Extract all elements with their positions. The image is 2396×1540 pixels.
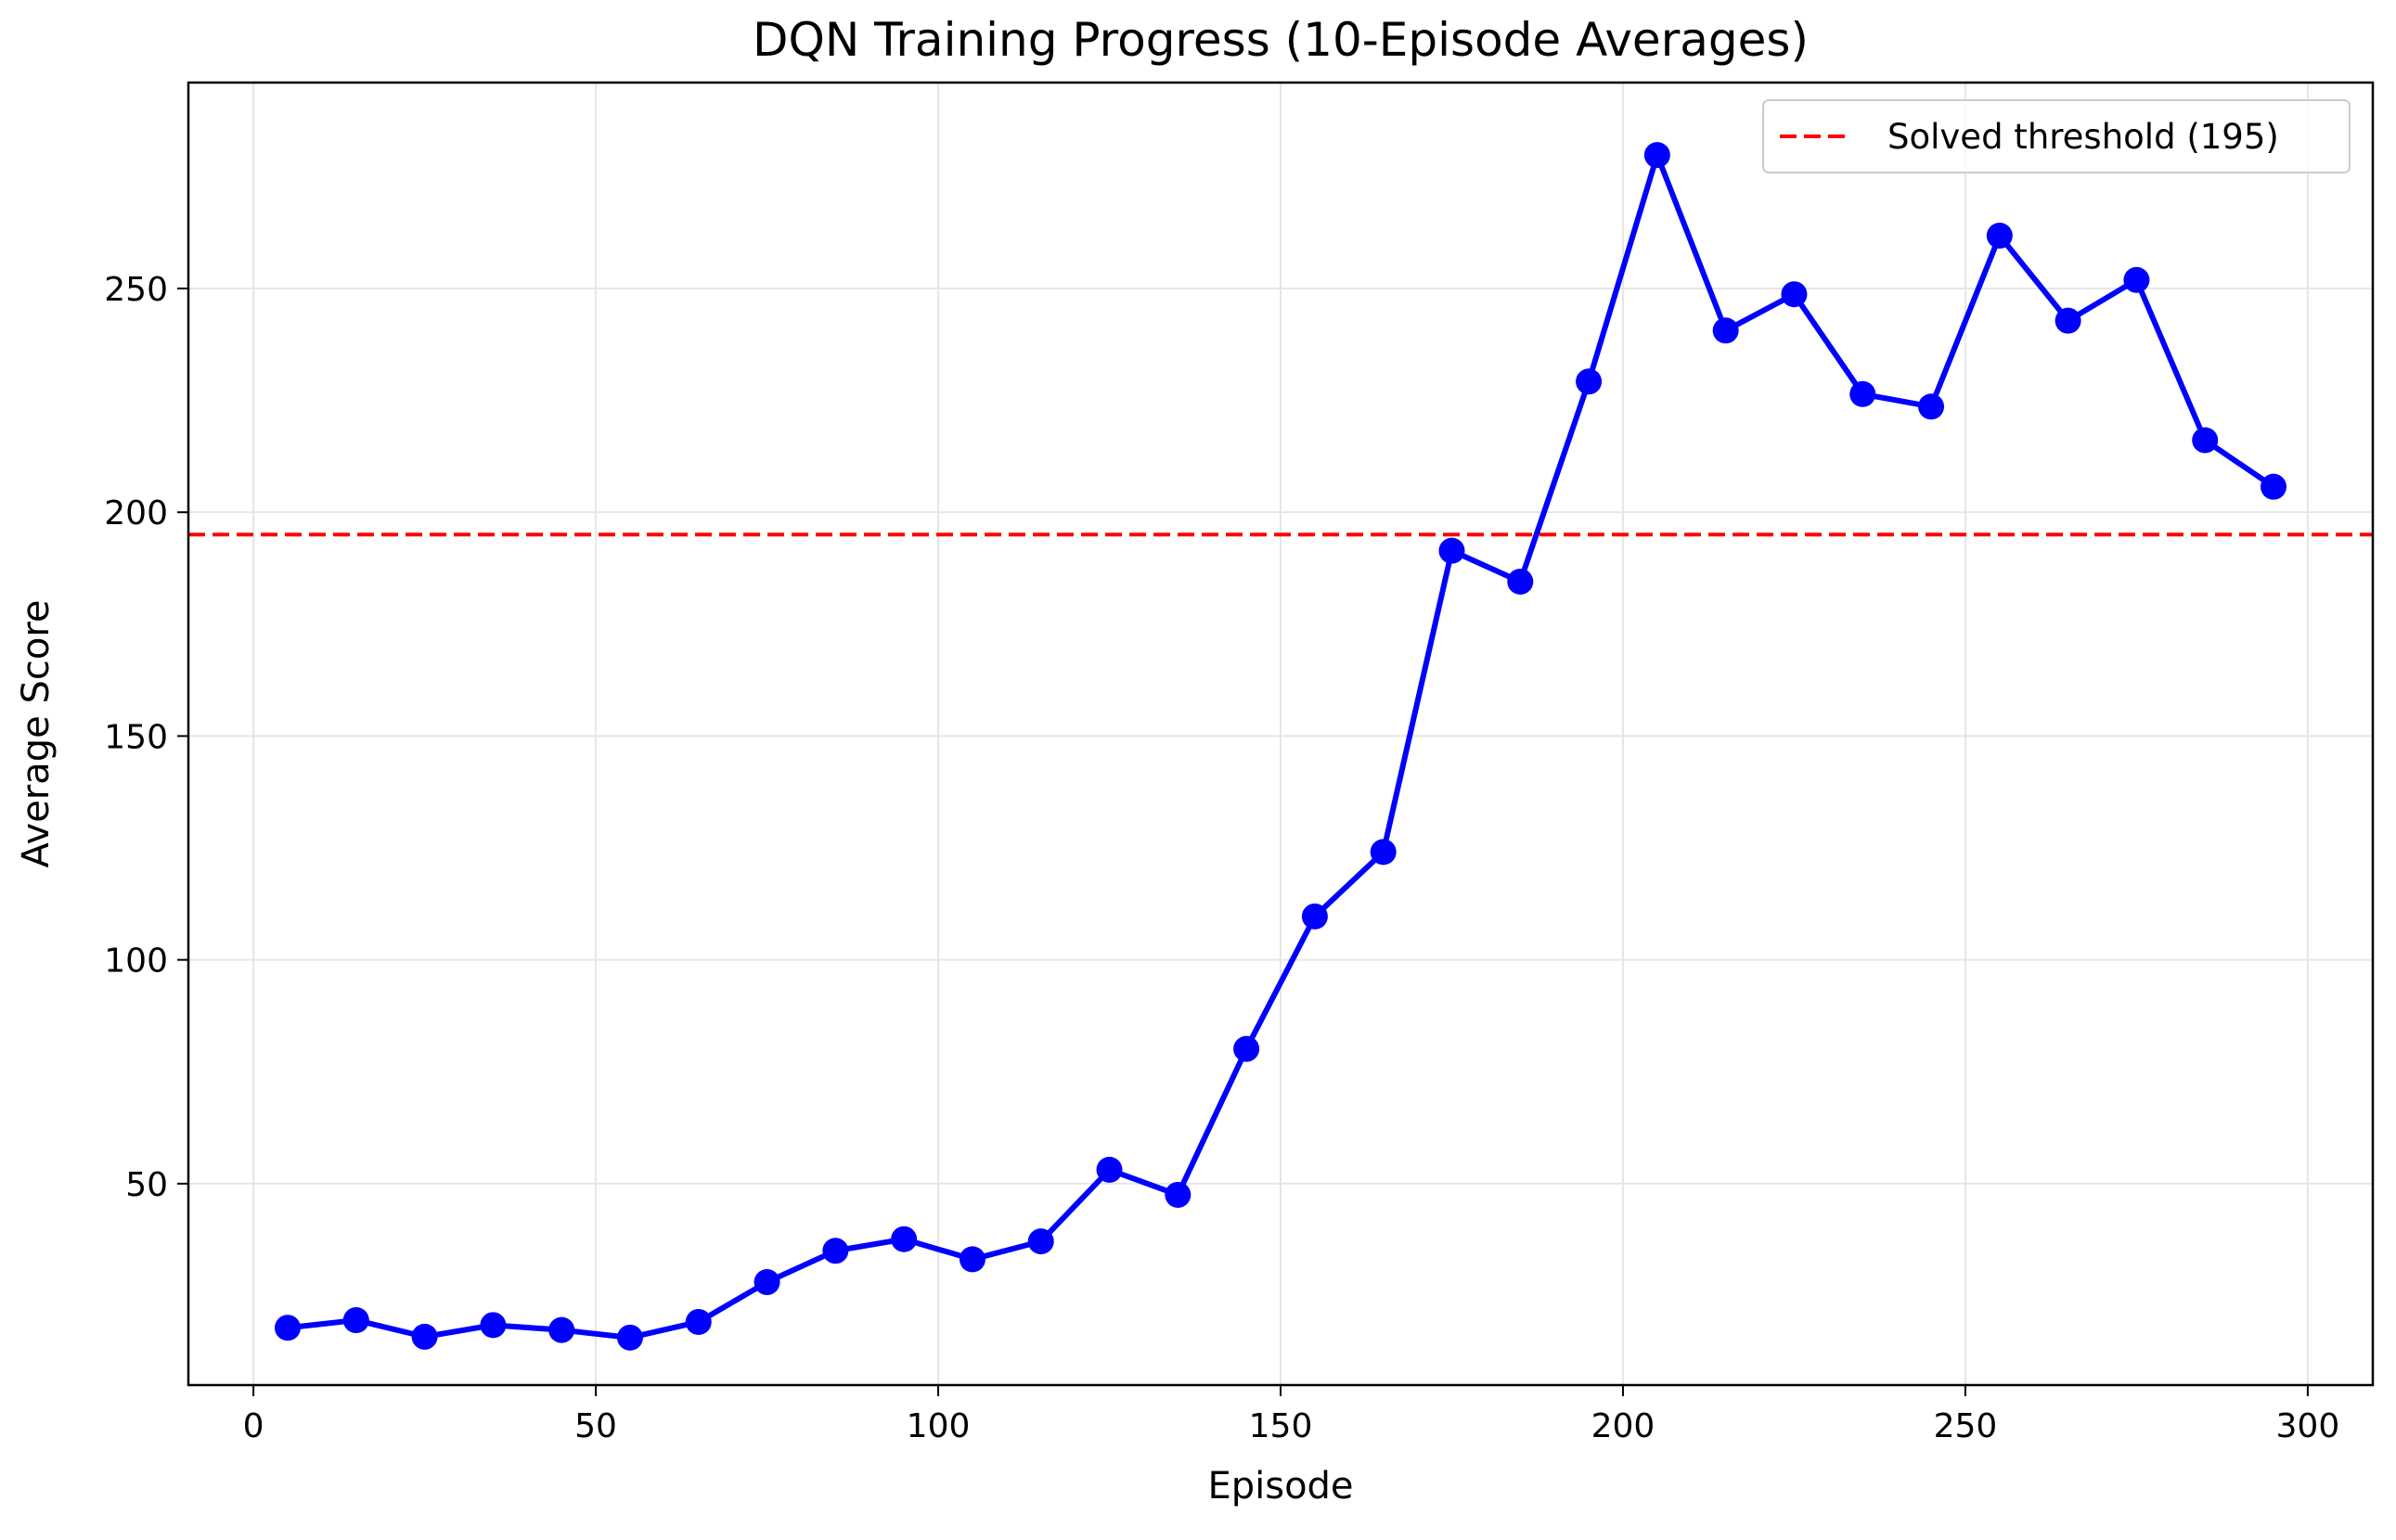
data-point: [616, 1324, 643, 1351]
x-tick-label: 100: [907, 1407, 971, 1445]
legend-box: [1762, 99, 2351, 173]
data-point: [275, 1315, 301, 1341]
data-point: [1643, 142, 1670, 169]
data-point: [959, 1246, 985, 1273]
data-point: [2055, 307, 2081, 334]
legend-label-solved-threshold: Solved threshold (195): [1887, 117, 2279, 157]
data-point: [2123, 266, 2150, 293]
data-point: [1576, 368, 1603, 395]
data-point: [1507, 568, 1534, 595]
data-point: [1096, 1156, 1123, 1183]
y-axis-label: Average Score: [15, 599, 58, 867]
data-point: [754, 1269, 780, 1296]
data-point: [1712, 317, 1739, 344]
y-axis-ticks: 50 100 150 200 250: [104, 271, 188, 1204]
x-tick-label: 200: [1591, 1407, 1655, 1445]
data-point: [1233, 1035, 1260, 1062]
x-tick-label: 50: [574, 1407, 617, 1445]
x-tick-label: 0: [243, 1407, 264, 1445]
data-point: [891, 1226, 918, 1252]
y-tick-label: 150: [104, 718, 168, 756]
data-point: [548, 1316, 575, 1343]
x-tick-label: 300: [2276, 1407, 2340, 1445]
y-tick-label: 100: [104, 943, 168, 981]
data-point: [1027, 1228, 1054, 1255]
chart-title: DQN Training Progress (10-Episode Averag…: [753, 13, 1809, 67]
data-point: [822, 1238, 849, 1264]
data-point: [480, 1312, 507, 1339]
data-point: [1781, 281, 1808, 308]
data-point: [1370, 839, 1397, 866]
data-point: [1438, 537, 1465, 564]
x-tick-label: 250: [1934, 1407, 1998, 1445]
data-point: [1165, 1181, 1192, 1208]
grid-lines: [188, 83, 2373, 1385]
data-point: [411, 1323, 438, 1350]
data-point: [342, 1307, 369, 1334]
y-tick-label: 250: [104, 271, 168, 309]
x-axis-label: Episode: [1207, 1465, 1353, 1508]
y-tick-label: 200: [104, 494, 168, 533]
data-point: [1918, 393, 1945, 420]
data-point: [1986, 223, 2013, 250]
data-point: [685, 1308, 712, 1335]
x-tick-label: 150: [1249, 1407, 1313, 1445]
series-layer: [275, 142, 2287, 1351]
legend: Solved threshold (195): [1762, 99, 2351, 173]
data-point: [1301, 903, 1328, 930]
data-point: [2261, 473, 2287, 500]
data-point: [1849, 380, 1876, 407]
y-tick-label: 50: [125, 1166, 168, 1204]
x-axis-ticks: 0 50 100 150 200 250 300: [243, 1385, 2340, 1445]
data-point: [2192, 427, 2219, 454]
